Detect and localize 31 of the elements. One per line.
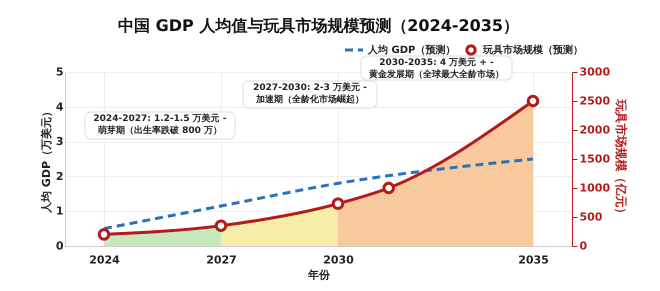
legend-label: 玩具市场规模（预测） <box>482 44 583 56</box>
legend-label: 人均 GDP（预测） <box>367 44 456 56</box>
annotation: 2030-2035: 4 万美元 + - 黄金发展期（全球最大全龄市场） <box>368 57 504 80</box>
point <box>332 197 344 210</box>
x-tick-label: 2024 <box>89 254 120 266</box>
point <box>526 94 540 108</box>
y-tick-label: 0 <box>56 240 64 252</box>
y2-tick-label: 500 <box>580 210 603 224</box>
y-tick-label: 5 <box>56 66 64 78</box>
annotation: 2024-2027: 1.2-1.5 万美元 - 萌芽期（出生率跌破 800 万） <box>93 113 227 136</box>
y-tick-label: 1 <box>56 204 64 218</box>
x-tick-label: 2035 <box>518 254 549 266</box>
y2-tick-label: 0 <box>580 240 588 252</box>
y2-tick-label: 1500 <box>580 152 610 166</box>
y-tick-label: 3 <box>56 135 64 148</box>
point <box>98 228 110 241</box>
x-tick-label: 2030 <box>323 254 354 266</box>
x-axis-title: 年份 <box>307 268 331 282</box>
y-tick-label: 4 <box>56 100 64 114</box>
annotation: 2027-2030: 2-3 万美元 - 加速期（全龄化市场崛起） <box>253 82 368 105</box>
y-tick-label: 2 <box>56 170 64 183</box>
chart-title: 中国 GDP 人均值与玩具市场规模预测（2024-2035） <box>118 16 519 35</box>
y2-tick-label: 3000 <box>580 66 610 78</box>
point <box>214 219 228 232</box>
y2-tick-label: 2500 <box>580 94 610 108</box>
point <box>382 182 395 194</box>
y2-tick-label: 2000 <box>580 124 610 136</box>
y2-tick-label: 1000 <box>580 182 610 194</box>
y2-axis-title: 玩具市场规模（亿元） <box>614 98 628 220</box>
y-axis-title: 人均 GDP（万美元） <box>40 106 53 214</box>
x-tick-label: 2027 <box>206 254 237 266</box>
